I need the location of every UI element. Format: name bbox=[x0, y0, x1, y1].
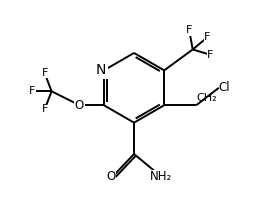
Text: F: F bbox=[41, 104, 48, 114]
Text: F: F bbox=[186, 25, 192, 35]
Text: N: N bbox=[96, 63, 106, 77]
Text: O: O bbox=[106, 170, 115, 183]
Text: F: F bbox=[204, 32, 211, 42]
Text: CH₂: CH₂ bbox=[196, 93, 217, 103]
Text: F: F bbox=[207, 50, 213, 60]
Text: O: O bbox=[75, 99, 84, 112]
Text: NH₂: NH₂ bbox=[150, 170, 172, 183]
Text: Cl: Cl bbox=[219, 81, 230, 94]
Text: F: F bbox=[41, 68, 48, 78]
Text: F: F bbox=[29, 86, 36, 96]
